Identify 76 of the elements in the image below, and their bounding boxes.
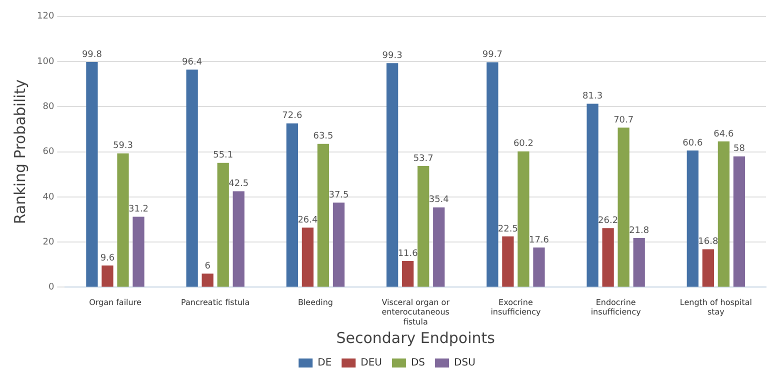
- y-tick-label: 80: [42, 102, 54, 112]
- legend-label: DS: [410, 358, 426, 369]
- data-label: 16.8: [698, 237, 718, 248]
- bar: [733, 156, 746, 287]
- bar: [586, 104, 598, 287]
- bar: [332, 202, 345, 287]
- bar: [86, 62, 98, 287]
- bar: [102, 266, 114, 287]
- x-tick-label: Length of hospital stay: [680, 298, 752, 317]
- data-label: 53.7: [413, 154, 434, 164]
- y-tick-label: 0: [48, 282, 54, 293]
- bar: [518, 151, 530, 287]
- legend-label: DE: [318, 358, 332, 369]
- data-label: 55.1: [213, 150, 234, 161]
- y-axis-title: Ranking Probability: [10, 79, 29, 224]
- bar: [433, 207, 445, 287]
- data-label: 21.8: [629, 226, 650, 236]
- bar: [633, 238, 645, 287]
- bar: [486, 62, 498, 287]
- data-label: 72.6: [282, 111, 302, 122]
- data-label: 6: [204, 262, 211, 272]
- x-tick-label: Bleeding: [298, 298, 333, 308]
- y-tick-label: 120: [36, 12, 54, 22]
- bar: [217, 162, 229, 287]
- legend-label: DEU: [360, 358, 382, 369]
- bar: [502, 236, 514, 287]
- x-tick-label: Endocrine insufficiency: [590, 298, 642, 317]
- x-tick-label: Exocrine insufficiency: [490, 298, 541, 317]
- data-label: 42.5: [228, 179, 249, 190]
- data-label: 64.6: [714, 129, 734, 140]
- data-label: 22.5: [498, 224, 518, 234]
- legend-label: DSU: [454, 358, 476, 369]
- data-label: 37.5: [328, 190, 349, 200]
- x-axis-title: Secondary Endpoints: [336, 328, 496, 347]
- data-label: 58: [733, 144, 746, 154]
- y-tick-label: 100: [36, 56, 54, 67]
- x-tick-label: Organ failure: [89, 298, 142, 308]
- data-label: 81.3: [582, 92, 603, 102]
- bar: [686, 150, 698, 287]
- bar: [117, 153, 129, 287]
- data-label: 17.6: [528, 235, 550, 246]
- bar: [402, 261, 414, 287]
- data-label: 26.4: [298, 215, 318, 226]
- data-label: 9.6: [100, 253, 115, 264]
- y-tick-label: 60: [42, 147, 54, 158]
- data-label: 59.3: [112, 141, 134, 152]
- data-label: 99.8: [82, 50, 102, 60]
- data-label: 35.4: [428, 195, 450, 206]
- bar: [418, 166, 430, 287]
- bar: [718, 141, 730, 287]
- data-label: 26.2: [598, 216, 618, 226]
- y-tick-label: 40: [42, 192, 54, 202]
- x-tick-label: Pancreatic fistula: [181, 298, 250, 308]
- bar: [317, 144, 330, 287]
- bar: [702, 249, 714, 287]
- bar: [232, 191, 244, 287]
- y-tick-label: 20: [42, 237, 54, 248]
- bar: [186, 70, 198, 287]
- bar: [132, 216, 144, 287]
- data-label: 99.3: [382, 50, 402, 61]
- bar: [533, 247, 545, 287]
- data-label: 96.4: [182, 58, 202, 68]
- bar: [302, 228, 314, 287]
- data-label: 60.6: [682, 138, 703, 148]
- bar: [602, 228, 614, 287]
- data-label: 63.5: [313, 132, 334, 142]
- bar: [386, 63, 398, 287]
- bar: [618, 128, 630, 287]
- x-tick-label: Visceral organ or enterocutaneous fistula: [382, 298, 450, 326]
- data-label: 31.2: [128, 204, 149, 215]
- data-label: 70.7: [614, 115, 634, 126]
- data-label: 11.6: [398, 248, 418, 259]
- bar: [202, 274, 214, 287]
- bar: [286, 123, 298, 287]
- data-label: 60.2: [513, 139, 534, 150]
- data-label: 99.7: [482, 50, 502, 60]
